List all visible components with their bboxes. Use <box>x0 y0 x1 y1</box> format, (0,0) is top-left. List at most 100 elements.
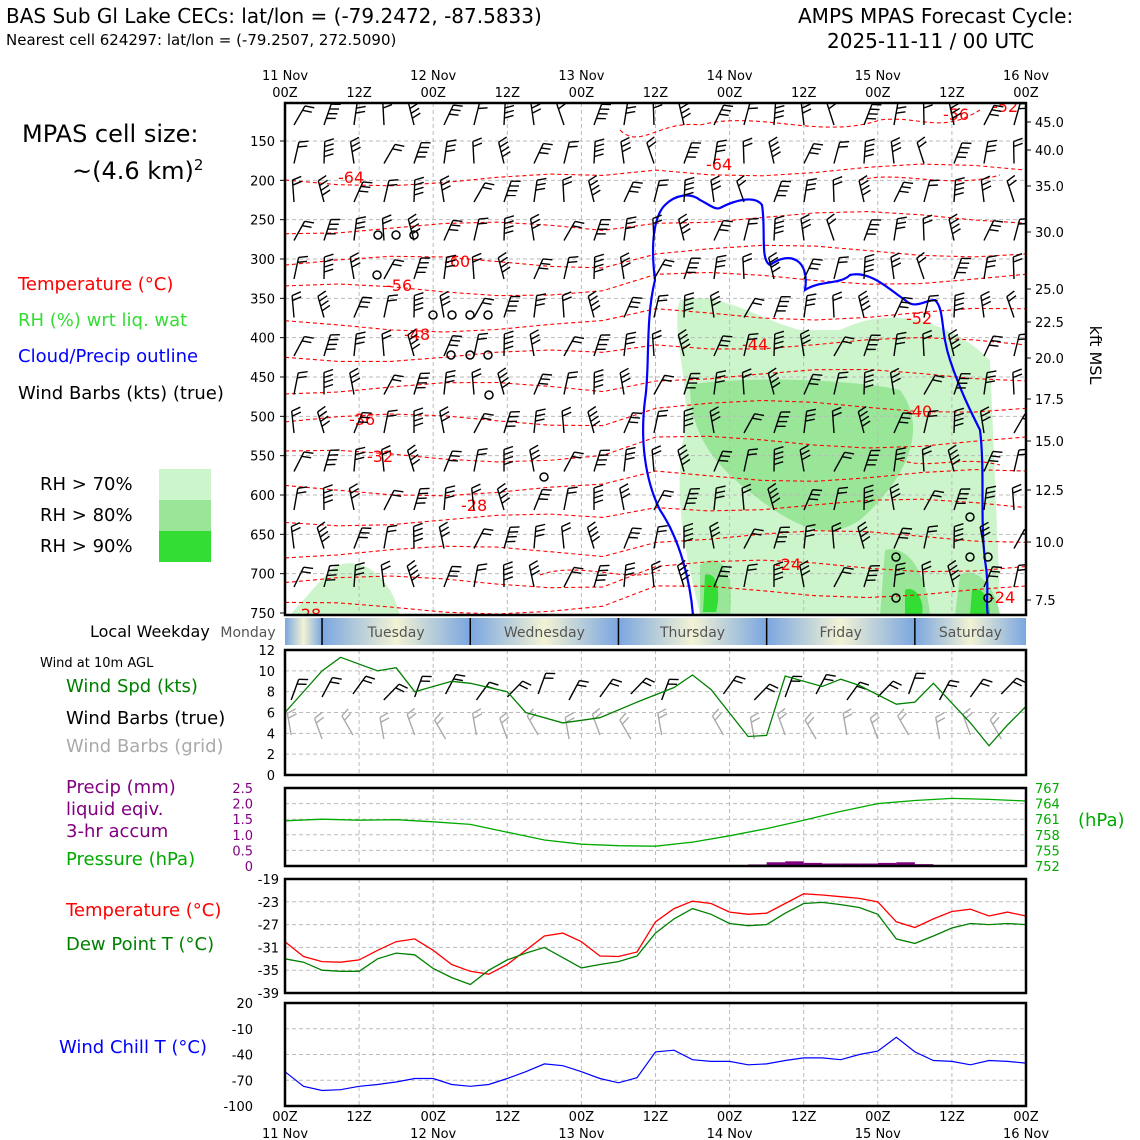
wind-barb-flag <box>839 140 850 143</box>
wind-barb-flag <box>1012 373 1023 379</box>
wind-barb-shaft <box>653 490 665 511</box>
wind-barb-shaft <box>832 179 835 203</box>
top-day-label: 14 Nov <box>707 69 753 84</box>
wind-barb-flag <box>864 379 874 384</box>
wind-barb-flag <box>772 151 781 158</box>
wind-barb-shaft <box>353 181 364 203</box>
wind-barb-flag <box>742 373 752 379</box>
wind-barb-flag <box>624 572 635 576</box>
weekday-cell <box>766 618 915 645</box>
wind-barb-shaft <box>953 142 963 164</box>
wind-barb-shaft <box>1012 372 1015 395</box>
wind-barb-shaft <box>383 144 396 164</box>
wind-barb-flag <box>358 190 369 193</box>
wind-barb-flag <box>954 417 964 422</box>
wind-barb-shaft <box>349 141 355 164</box>
wind-barb-shaft <box>353 103 358 126</box>
grid-wind-barb-flag <box>472 708 482 714</box>
wind-barb-flag <box>743 142 753 148</box>
wind-barb-flag <box>773 566 784 571</box>
wind-barb-flag <box>625 226 636 230</box>
temp-contour <box>539 569 661 576</box>
wind-barb-flag <box>774 335 784 340</box>
wind-barb-flag <box>813 143 824 146</box>
wind-barb-shaft <box>1013 334 1021 357</box>
wind-barb-flag <box>297 375 307 379</box>
wind-barb-flag <box>561 522 571 528</box>
wind-barb-shaft <box>983 372 988 395</box>
forecast-cycle-date: 2025-11-11 / 00 UTC <box>827 29 1035 53</box>
grid-wind-barb-shaft <box>962 714 972 736</box>
temp-contour-label: -52 <box>906 309 932 328</box>
wind-barb-flag <box>591 304 601 312</box>
wind-barb-flag <box>589 295 598 302</box>
wind-barb-flag <box>986 375 996 379</box>
wind-barb-flag <box>922 445 932 451</box>
wind-barb-flag <box>504 109 514 114</box>
wind-barb-shaft <box>921 565 925 588</box>
wind-barb-flag <box>588 174 598 182</box>
wind-barb-shaft <box>383 295 390 318</box>
wind-barb-flag <box>767 367 777 374</box>
wind-barb-flag <box>410 453 419 461</box>
wind-barb-flag <box>805 533 815 538</box>
wind-barb-shaft <box>773 218 776 241</box>
wind-barb-flag <box>531 569 541 576</box>
wind-barb-flag <box>498 372 508 379</box>
wind-barb-flag <box>441 300 451 307</box>
wind-barb-flag <box>350 372 360 379</box>
wind-barb-shaft <box>316 411 325 434</box>
wind-barb-flag <box>349 483 358 490</box>
wind-barb-flag <box>773 561 784 566</box>
wind-barb-flag <box>775 104 785 109</box>
wind-barb-flag <box>413 537 424 543</box>
top-hour-label: 00Z <box>1013 86 1039 101</box>
wind-barb-shaft <box>291 411 295 434</box>
cloud-circle <box>446 350 456 360</box>
wind-barb-flag <box>323 263 334 268</box>
wind-barb-flag <box>562 411 572 417</box>
wind-barb-shaft <box>713 220 724 241</box>
top-day-label: 16 Nov <box>1003 69 1049 84</box>
wind-barb-flag <box>773 455 784 461</box>
wind-barb-shaft <box>953 410 956 434</box>
wind-barb-flag <box>323 489 333 494</box>
main-frame <box>283 101 1028 617</box>
wind-barb-shaft <box>381 449 385 472</box>
wind-barb-flag <box>541 147 551 150</box>
wind-barb-flag <box>441 180 451 186</box>
wind-barb-shaft <box>1011 488 1015 511</box>
chill-frame <box>283 1001 1028 1108</box>
wind-barb-flag <box>569 140 579 143</box>
wind-barb-flag <box>482 301 492 306</box>
wind-barb-shaft <box>677 218 685 241</box>
wind-barb-flag <box>1018 563 1026 567</box>
wind-barb-flag <box>718 575 729 578</box>
wind-barb-flag <box>477 337 488 341</box>
wind-barb-flag <box>718 228 729 232</box>
wind-barb-shaft <box>443 450 453 472</box>
wind-barb-shaft <box>503 103 506 126</box>
wind-barb-shaft <box>831 411 835 434</box>
wind-barb-flag <box>683 417 694 422</box>
wind-barb-flag <box>928 184 938 187</box>
wind-barb-flag <box>440 295 450 302</box>
wind-barb-shaft <box>653 180 661 203</box>
wind-barb-flag <box>927 530 938 533</box>
wind-barb-flag <box>471 368 482 374</box>
top-hour-label: 00Z <box>420 86 446 101</box>
wind-barb-flag <box>680 569 689 577</box>
wind-barb-flag <box>349 252 359 258</box>
wind-barb-flag <box>801 569 811 576</box>
wind-barb-shaft <box>741 372 745 395</box>
wind-barb-flag <box>715 490 726 494</box>
wind-barb-flag <box>661 494 672 498</box>
wind-barb-shaft <box>471 488 475 511</box>
wind-barb-flag <box>678 564 688 572</box>
wind-ytick-label: 0 <box>267 769 275 784</box>
wind-barb-flag <box>355 562 365 566</box>
sfc-wind-barb-flag <box>765 687 775 693</box>
wind-barb-shaft <box>713 257 718 280</box>
wind-barb-flag <box>351 146 361 153</box>
wind-barb-flag <box>298 255 309 259</box>
